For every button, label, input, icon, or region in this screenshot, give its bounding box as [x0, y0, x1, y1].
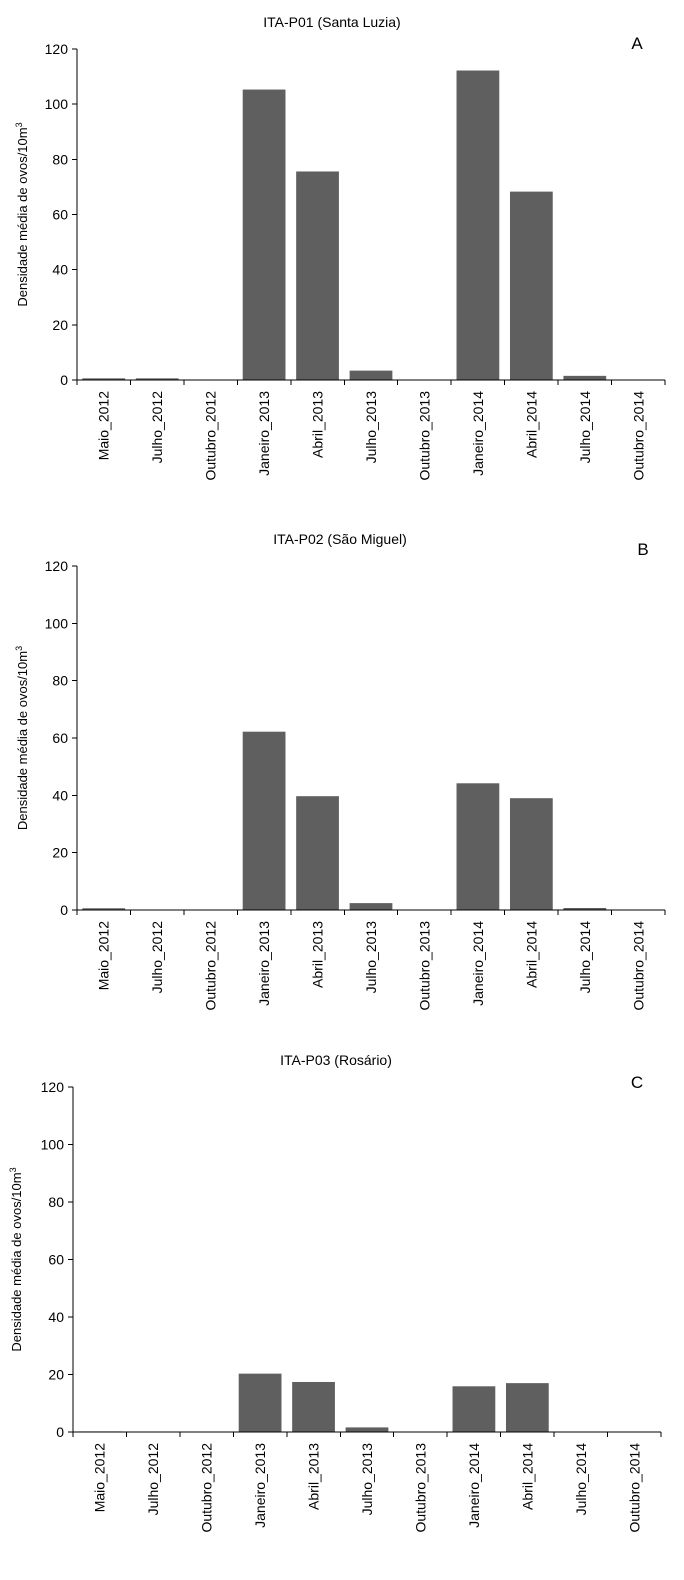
y-tick-label: 20 — [52, 317, 68, 333]
x-tick-label: Julho_2012 — [145, 1443, 161, 1516]
bar-janeiro_2013 — [242, 731, 286, 910]
bar-abril_2014 — [505, 1383, 549, 1433]
y-tick-label: 60 — [52, 730, 68, 746]
x-tick-label: Julho_2013 — [363, 921, 379, 994]
panel-label: C — [631, 1073, 643, 1092]
bar-abril_2013 — [296, 796, 339, 910]
y-tick-label: 120 — [41, 1079, 65, 1095]
chart-panel-c: ITA-P03 (Rosário) C Densidade média de ovo… — [8, 1052, 662, 1533]
chart-title: ITA-P03 (Rosário) — [280, 1052, 392, 1068]
y-tick-label: 80 — [48, 1194, 64, 1210]
chart-panel-a: ITA-P01 (Santa Luzia) A Densidade média de… — [14, 14, 666, 481]
x-tick-label: Janeiro_2013 — [256, 391, 272, 476]
y-tick-label: 40 — [52, 262, 68, 278]
x-tick-label: Abril_2014 — [523, 391, 539, 458]
bar-janeiro_2014 — [456, 70, 500, 380]
y-tick-label: 80 — [52, 673, 68, 689]
x-tick-label: Outubro_2014 — [630, 391, 646, 481]
bar-janeiro_2014 — [456, 783, 500, 910]
bar-julho_2014 — [563, 375, 607, 380]
bar-maio_2012 — [82, 378, 126, 380]
x-tick-label: Julho_2013 — [363, 391, 379, 464]
x-tick-label: Janeiro_2013 — [256, 921, 272, 1006]
bar-julho_2013 — [349, 370, 393, 380]
x-tick-label: Abril_2013 — [310, 391, 326, 458]
bar-abril_2014 — [509, 191, 553, 380]
y-tick-label: 0 — [56, 1424, 64, 1440]
x-tick-label: Maio_2012 — [96, 921, 112, 990]
bar-abril_2013 — [296, 171, 339, 380]
panel-label: B — [637, 540, 648, 559]
chart-title: ITA-P02 (São Miguel) — [273, 531, 407, 547]
y-tick-label: 100 — [41, 1137, 65, 1153]
y-tick-label: 100 — [45, 615, 69, 631]
x-tick-label: Outubro_2012 — [203, 921, 219, 1011]
x-tick-label: Julho_2014 — [573, 1443, 589, 1516]
y-tick-label: 100 — [45, 96, 69, 112]
bar-janeiro_2013 — [238, 1373, 282, 1432]
x-tick-label: Outubro_2014 — [630, 921, 646, 1011]
y-axis-label: Densidade média de ovos/10m3 — [14, 122, 30, 306]
y-tick-label: 40 — [48, 1309, 64, 1325]
bar-janeiro_2013 — [242, 89, 286, 381]
x-tick-label: Outubro_2012 — [203, 391, 219, 481]
x-tick-label: Julho_2012 — [149, 391, 165, 464]
y-tick-label: 0 — [60, 902, 68, 918]
bar-maio_2012 — [82, 908, 126, 910]
y-tick-label: 0 — [60, 372, 68, 388]
x-tick-label: Maio_2012 — [92, 1443, 108, 1512]
y-tick-label: 60 — [48, 1252, 64, 1268]
y-axis-label: Densidade média de ovos/10m3 — [14, 646, 30, 830]
y-tick-label: 40 — [52, 787, 68, 803]
x-tick-label: Outubro_2014 — [626, 1443, 642, 1533]
bar-julho_2014 — [563, 907, 607, 910]
y-tick-label: 120 — [45, 558, 69, 574]
x-tick-label: Janeiro_2014 — [470, 391, 486, 476]
x-tick-label: Outubro_2012 — [199, 1443, 215, 1533]
x-tick-label: Outubro_2013 — [416, 921, 432, 1011]
x-tick-label: Janeiro_2013 — [252, 1443, 268, 1528]
y-tick-label: 80 — [52, 151, 68, 167]
y-tick-label: 20 — [48, 1367, 64, 1383]
x-tick-label: Maio_2012 — [96, 391, 112, 460]
x-tick-label: Outubro_2013 — [416, 391, 432, 481]
bar-julho_2013 — [349, 903, 393, 910]
y-tick-label: 60 — [52, 207, 68, 223]
chart-panel-b: ITA-P02 (São Miguel) B Densidade média de … — [14, 531, 666, 1011]
bar-abril_2014 — [509, 798, 553, 910]
panel-label: A — [631, 34, 643, 53]
x-tick-label: Abril_2014 — [523, 921, 539, 988]
x-tick-label: Julho_2013 — [359, 1443, 375, 1516]
y-tick-label: 120 — [45, 41, 69, 57]
x-tick-label: Julho_2014 — [577, 921, 593, 994]
x-tick-label: Abril_2014 — [519, 1443, 535, 1510]
x-tick-label: Julho_2012 — [149, 921, 165, 994]
x-tick-label: Janeiro_2014 — [470, 921, 486, 1006]
bar-abril_2013 — [292, 1381, 335, 1432]
x-tick-label: Julho_2014 — [577, 391, 593, 464]
chart-title: ITA-P01 (Santa Luzia) — [263, 14, 400, 30]
y-axis-label: Densidade média de ovos/10m3 — [8, 1167, 24, 1351]
bar-julho_2012 — [135, 378, 179, 380]
x-tick-label: Abril_2013 — [306, 1443, 322, 1510]
bar-julho_2013 — [345, 1427, 389, 1432]
bar-janeiro_2014 — [452, 1386, 496, 1432]
y-tick-label: 20 — [52, 845, 68, 861]
x-tick-label: Outubro_2013 — [412, 1443, 428, 1533]
x-tick-label: Abril_2013 — [310, 921, 326, 988]
x-tick-label: Janeiro_2014 — [466, 1443, 482, 1528]
